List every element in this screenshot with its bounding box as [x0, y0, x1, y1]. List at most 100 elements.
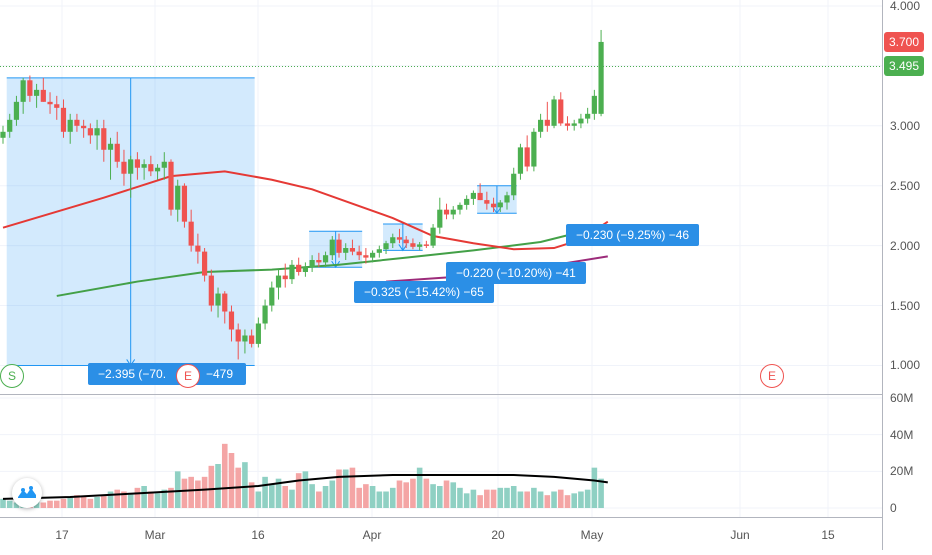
tradingview-logo[interactable] — [12, 478, 42, 508]
volume-bar — [208, 465, 215, 508]
measure-arrow-head — [492, 206, 502, 215]
volume-bar — [571, 493, 577, 508]
candle-body — [423, 244, 429, 246]
volume-bar — [437, 486, 443, 508]
volume-bar — [6, 500, 13, 508]
volume-bar — [262, 476, 268, 508]
volume-bar — [181, 478, 188, 508]
volume-bar — [94, 497, 100, 508]
volume-tick-label: 40M — [890, 427, 914, 442]
volume-bar — [517, 491, 524, 508]
candle-body — [0, 131, 6, 138]
candle-body — [222, 293, 228, 312]
volume-bar — [578, 491, 584, 508]
measure-label[interactable]: −0.325 (−15.42%) −65 — [354, 281, 494, 303]
volume-bar — [356, 487, 362, 508]
earnings-marker[interactable]: E — [176, 364, 200, 388]
candle-body — [343, 248, 349, 253]
candle-body — [54, 104, 60, 108]
time-tick-label: 17 — [55, 528, 69, 542]
candle-body — [309, 260, 315, 268]
volume-bar — [228, 453, 235, 508]
candle-body — [40, 89, 46, 102]
volume-bar — [510, 486, 517, 508]
time-tick-label: 16 — [251, 528, 265, 542]
candle-body — [249, 335, 255, 344]
volume-bar — [363, 484, 369, 508]
candle-body — [289, 264, 295, 280]
candle-body — [107, 143, 114, 150]
candle-body — [27, 80, 33, 96]
time-tick-label: 15 — [821, 528, 835, 542]
volume-bar — [416, 467, 423, 508]
candle-body — [363, 255, 369, 258]
volume-bar — [295, 473, 302, 508]
volume-bar — [524, 491, 530, 508]
candle-body — [47, 101, 53, 105]
time-tick-label: Jun — [730, 528, 750, 542]
volume-bar — [53, 500, 60, 508]
volume-bar — [87, 498, 94, 508]
volume-ma-line — [2, 474, 608, 500]
candle-body — [74, 119, 80, 126]
candle-body — [195, 245, 201, 252]
candle-body — [188, 221, 194, 246]
candle-body — [20, 80, 26, 102]
candle-body — [94, 128, 100, 136]
volume-bar — [134, 487, 141, 508]
candle-body — [161, 161, 167, 168]
candle-body — [262, 305, 268, 324]
candle-body — [558, 99, 564, 124]
volume-bar — [477, 495, 483, 508]
measure-arrow-head — [398, 244, 408, 252]
volume-bar — [40, 502, 47, 508]
volume-bar — [101, 495, 107, 508]
candle-body — [443, 209, 450, 215]
candle-body — [242, 335, 248, 342]
candle-body — [255, 323, 261, 344]
candle-body — [564, 123, 571, 126]
volume-bar — [0, 498, 6, 508]
volume-bar — [410, 478, 416, 508]
candle-body — [591, 95, 597, 114]
candle-body — [34, 89, 40, 96]
volume-bar — [389, 487, 396, 508]
volume-bar — [349, 467, 356, 508]
candle-body — [403, 239, 409, 244]
candle-body — [504, 195, 510, 203]
candle-body — [228, 311, 235, 330]
measure-label[interactable]: −2.395 (−70. −479 — [88, 363, 246, 385]
volume-bar — [484, 489, 490, 508]
candle-body — [524, 147, 530, 167]
candle-body — [316, 260, 322, 263]
volume-bar — [121, 491, 127, 508]
candle-body — [87, 128, 93, 136]
price-tick-label: 1.000 — [890, 358, 921, 373]
candle-body — [134, 159, 140, 168]
volume-bar — [195, 480, 201, 508]
candle-body — [296, 264, 302, 272]
volume-bar — [376, 491, 383, 508]
candle-body — [376, 249, 382, 253]
candle-body — [356, 251, 362, 256]
volume-bar — [269, 484, 275, 508]
volume-bar — [154, 493, 161, 508]
earnings-marker[interactable]: E — [760, 364, 784, 388]
volume-bar — [443, 480, 450, 508]
candle-body — [81, 125, 87, 129]
volume-bar — [490, 489, 497, 508]
volume-bar — [470, 489, 477, 508]
candle-body — [121, 161, 127, 174]
split-marker[interactable]: S — [0, 364, 24, 388]
measure-label-tail: −479 — [206, 367, 234, 381]
candle-body — [329, 239, 335, 256]
measure-label[interactable]: −0.220 (−10.20%) −41 — [446, 262, 586, 284]
measure-label[interactable]: −0.230 (−9.25%) −46 — [566, 224, 700, 246]
volume-tick-label: 60M — [890, 391, 914, 405]
volume-bar — [531, 487, 537, 508]
volume-bar — [114, 489, 121, 508]
volume-bar — [47, 500, 53, 508]
price-tick-label: 3.000 — [890, 118, 921, 133]
